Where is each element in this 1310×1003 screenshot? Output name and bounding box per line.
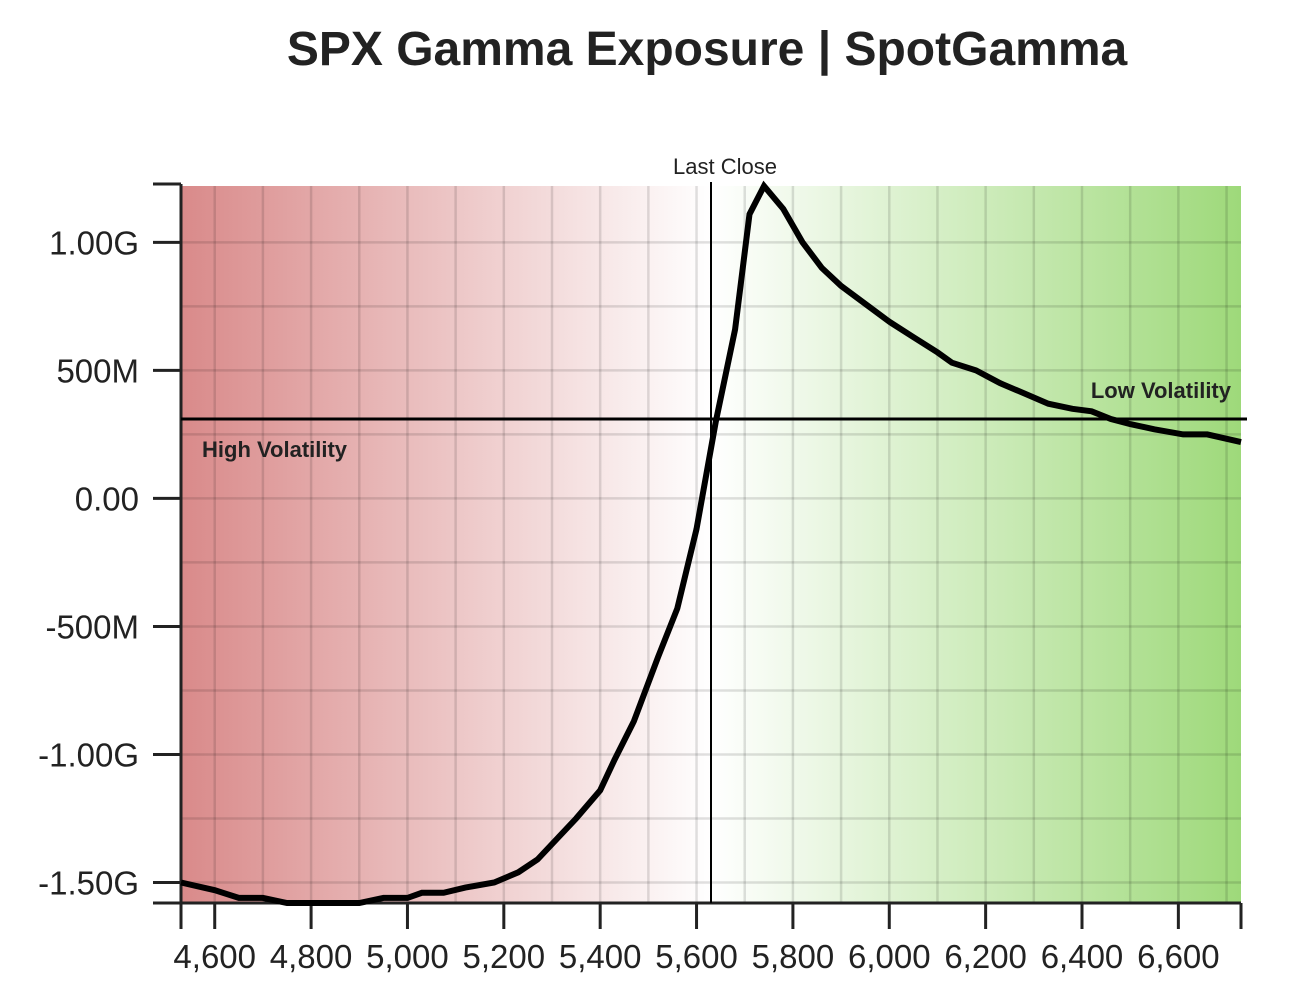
axes: -1.50G -1.00G -500M 0.00 500M 1.00G 4,600 4,800… [38,182,1243,975]
x-tick-label: 5,400 [559,938,642,975]
x-tick-label: 6,400 [1041,938,1124,975]
y-tick-label: 0.00 [75,480,139,517]
x-tick-label: 4,600 [173,938,256,975]
series [180,180,1242,906]
y-tick-label: -1.50G [38,865,139,902]
chart-title: SPX Gamma Exposure | SpotGamma [286,23,1128,76]
y-tick-label: -500M [45,608,139,645]
y-tick-label: 500M [56,352,139,389]
gamma-exposure-line [180,180,1242,906]
y-tick-label: 1.00G [49,224,139,261]
x-tick-label: 5,600 [655,938,738,975]
last-close-label: Last Close [673,154,777,179]
low-volatility-label: Low Volatility [1091,378,1232,403]
y-tick-label: -1.00G [38,736,139,773]
x-tick-label: 5,200 [463,938,546,975]
x-tick-label: 6,000 [848,938,931,975]
x-tick-label: 6,600 [1137,938,1220,975]
x-tick-label: 5,800 [752,938,835,975]
x-tick-label: 6,200 [944,938,1027,975]
high-volatility-label: High Volatility [202,437,348,462]
x-tick-label: 4,800 [270,938,353,975]
x-tick-label: 5,000 [366,938,449,975]
